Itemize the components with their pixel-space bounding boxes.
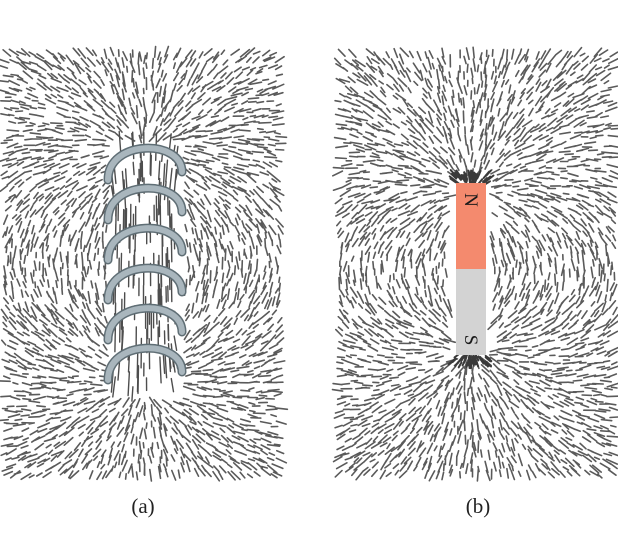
coil-turn (105, 225, 185, 263)
coil-turn (105, 145, 185, 183)
panel-b-bar-magnet: N S (b) (331, 46, 618, 518)
north-pole-label: N (460, 193, 481, 207)
panel-a-iron-filings (0, 45, 289, 482)
bar-magnet: N S (447, 169, 495, 370)
panel-b-iron-filings (331, 46, 618, 482)
south-pole-filings (447, 350, 493, 370)
coil-turn (105, 345, 185, 383)
north-pole (456, 183, 486, 269)
coil-turn (105, 305, 185, 343)
iron-filing-strokes (331, 46, 618, 482)
panel-a-solenoid: (a) (0, 45, 289, 518)
north-pole-filings (448, 169, 495, 187)
panel-a-caption: (a) (131, 494, 154, 518)
solenoid-coil (103, 143, 187, 385)
south-pole (456, 269, 486, 355)
coil-turn (105, 185, 185, 223)
south-pole-label: S (460, 335, 481, 346)
panel-b-caption: (b) (466, 494, 491, 518)
coil-turn (105, 265, 185, 303)
iron-filing-strokes (0, 45, 289, 482)
